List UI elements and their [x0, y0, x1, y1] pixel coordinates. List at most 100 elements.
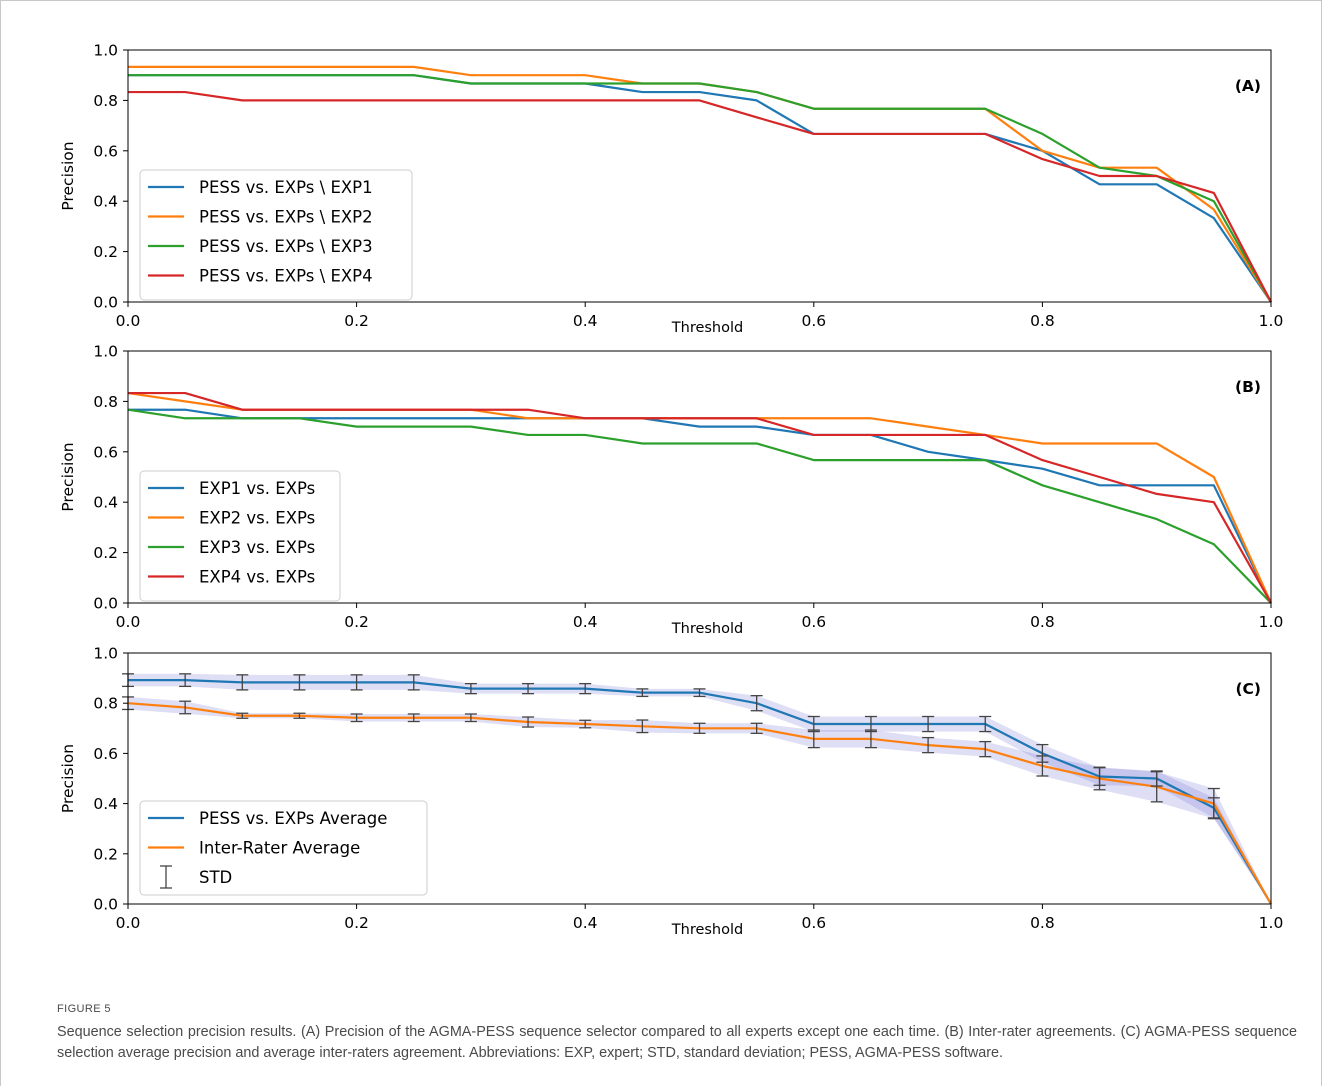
y-tick-label: 0.8	[93, 695, 118, 713]
series-line-3	[127, 408, 1272, 604]
x-tick-label: 0.2	[344, 312, 369, 330]
figure-plots: 0.0 0.2 0.4 0.6 0.8 1.0 0.0 0.2 0.4 0.6 0.8 1.0 Thre…	[59, 42, 1283, 939]
y-tick-label: 0.2	[93, 845, 118, 863]
y-tick-label: 1.0	[93, 343, 118, 361]
legend-label: EXP2 vs. EXPs	[199, 509, 315, 528]
error-bar	[1207, 787, 1220, 820]
legend-label: PESS vs. EXPs \ EXP1	[199, 178, 373, 197]
legend-label: PESS vs. EXPs \ EXP3	[199, 237, 373, 256]
y-tick-label: 1.0	[93, 42, 118, 60]
error-bar	[293, 712, 306, 719]
x-tick-label: 0.6	[801, 613, 826, 631]
error-bar	[864, 729, 877, 749]
panel-label: (C)	[1235, 680, 1261, 698]
x-axis-label: Threshold	[671, 621, 743, 637]
error-bar	[407, 674, 420, 691]
axes-frame	[127, 652, 1272, 905]
legend-label: PESS vs. EXPs Average	[199, 809, 387, 828]
legend: PESS vs. EXPs \ EXP1 PESS vs. EXPs \ EXP2…	[139, 169, 413, 301]
y-tick-label: 0.4	[93, 193, 118, 211]
x-tick-label: 0.0	[116, 613, 141, 631]
error-bar	[293, 674, 306, 691]
error-bar	[922, 736, 935, 754]
x-tick-label: 1.0	[1259, 312, 1284, 330]
y-tick-label: 0.2	[93, 243, 118, 261]
legend-label: EXP4 vs. EXPs	[199, 568, 315, 587]
x-tick-label: 0.2	[344, 914, 369, 932]
y-tick-label: 0.4	[93, 494, 118, 512]
x-tick-label: 0.4	[573, 312, 598, 330]
chart-panel-2: 0.0 0.2 0.4 0.6 0.8 1.0 0.0 0.2 0.4 0.6 0.8 1.0 Thre…	[59, 343, 1283, 638]
y-axis-label: Precision	[59, 744, 77, 813]
error-bar	[807, 729, 820, 749]
error-bar	[1036, 755, 1049, 777]
error-bar	[693, 688, 706, 698]
error-bar	[350, 674, 363, 691]
x-tick-label: 0.6	[801, 914, 826, 932]
error-bar	[522, 682, 535, 695]
y-tick-label: 1.0	[93, 645, 118, 663]
error-bar	[750, 722, 763, 734]
panel-label: (A)	[1235, 77, 1261, 95]
figure-caption: FIGURE 5 Sequence selection precision re…	[57, 1003, 1297, 1064]
x-tick-label: 0.8	[1030, 613, 1055, 631]
axes-frame	[127, 49, 1272, 303]
legend-label: EXP3 vs. EXPs	[199, 538, 315, 557]
y-tick-label: 0.6	[93, 443, 118, 461]
series-line-3	[128, 74, 1272, 303]
x-tick-label: 0.0	[116, 312, 141, 330]
error-bar	[979, 740, 992, 758]
y-tick-label: 0.4	[93, 795, 118, 813]
y-tick-label: 0.8	[93, 393, 118, 411]
y-tick-label: 0.0	[93, 294, 118, 312]
error-bar	[236, 674, 249, 691]
legend-label: PESS vs. EXPs \ EXP4	[199, 267, 373, 286]
chart-panel-1: 0.0 0.2 0.4 0.6 0.8 1.0 0.0 0.2 0.4 0.6 0.8 1.0 Thre…	[59, 42, 1283, 337]
x-tick-label: 1.0	[1259, 914, 1284, 932]
y-axis-label: Precision	[59, 141, 77, 210]
chart-panel-3: 0.0 0.2 0.4 0.6 0.8 1.0 0.0 0.2 0.4 0.6 0.8 1.0 Thre…	[59, 645, 1283, 939]
legend-label: PESS vs. EXPs \ EXP2	[199, 208, 373, 227]
legend-box	[139, 169, 413, 301]
error-bar	[464, 682, 477, 695]
error-bar	[1150, 771, 1163, 803]
error-bar	[750, 695, 763, 712]
legend-box	[139, 800, 428, 896]
legend-box	[139, 470, 341, 602]
legend-label: STD	[199, 868, 232, 887]
y-tick-label: 0.0	[93, 595, 118, 613]
panel-label: (B)	[1235, 378, 1261, 396]
error-bar	[636, 688, 649, 698]
series-line-4	[128, 391, 1272, 604]
error-bar	[522, 716, 535, 728]
error-bar	[636, 719, 649, 734]
y-tick-label: 0.6	[93, 745, 118, 763]
legend-label: Inter-Rater Average	[199, 839, 360, 858]
figure-label: FIGURE 5	[57, 1003, 111, 1015]
error-bar	[236, 712, 249, 719]
x-tick-label: 0.4	[573, 914, 598, 932]
x-tick-label: 1.0	[1259, 613, 1284, 631]
axes-frame	[127, 350, 1272, 604]
error-bar	[179, 700, 192, 715]
error-bar	[979, 715, 992, 733]
x-tick-label: 0.4	[573, 613, 598, 631]
x-tick-label: 0.6	[801, 312, 826, 330]
error-bar	[350, 713, 363, 723]
x-tick-label: 0.0	[116, 914, 141, 932]
x-axis-label: Threshold	[671, 922, 743, 938]
error-bar	[922, 715, 935, 733]
legend: PESS vs. EXPs Average Inter-Rater Average…	[139, 800, 428, 896]
y-tick-label: 0.6	[93, 142, 118, 160]
x-axis-label: Threshold	[671, 320, 743, 336]
error-bar	[693, 722, 706, 734]
error-bar	[407, 713, 420, 723]
y-tick-label: 0.2	[93, 544, 118, 562]
error-bar	[464, 713, 477, 723]
legend-label: EXP1 vs. EXPs	[199, 479, 315, 498]
error-bar	[1093, 766, 1106, 791]
x-tick-label: 0.8	[1030, 312, 1055, 330]
y-axis-label: Precision	[59, 442, 77, 511]
error-bar	[579, 682, 592, 695]
x-tick-label: 0.8	[1030, 914, 1055, 932]
